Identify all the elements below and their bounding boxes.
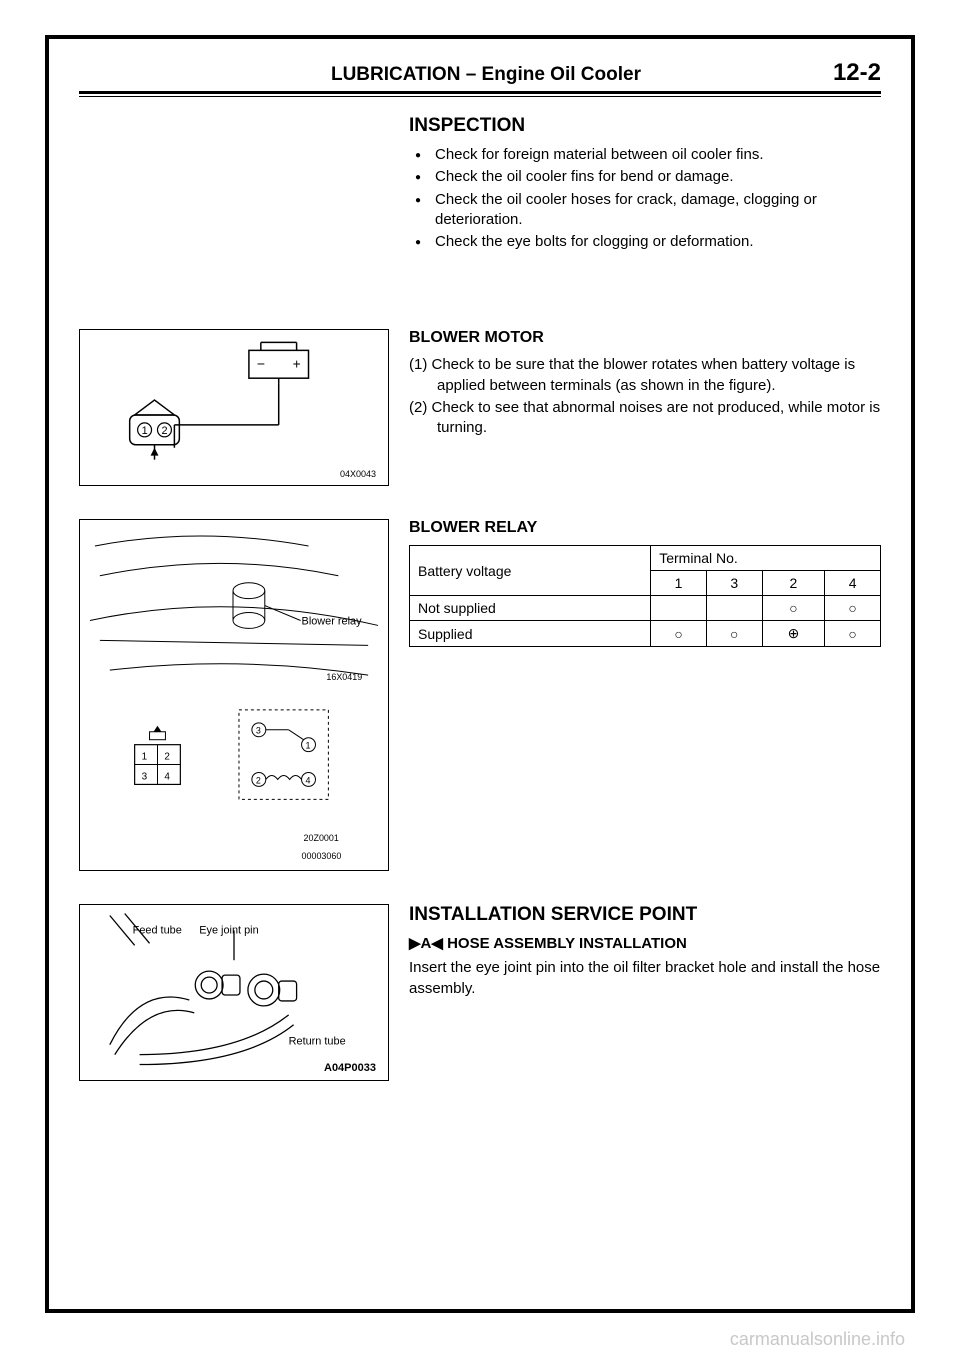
blower-motor-item: (1) Check to be sure that the blower rot… — [409, 355, 881, 396]
header-underline — [79, 96, 881, 97]
svg-text:1: 1 — [142, 425, 148, 437]
table-cell: 4 — [825, 571, 881, 596]
inspection-bullet: Check the eye bolts for clogging or defo… — [409, 232, 881, 252]
feed-tube-label: Feed tube — [133, 925, 182, 937]
figure-id: A04P0033 — [324, 1062, 376, 1074]
page: LUBRICATION – Engine Oil Cooler 12-2 INS… — [0, 0, 960, 1358]
svg-text:−: − — [257, 356, 265, 372]
installation-svg: Feed tube Eye joint pin Return tube — [80, 905, 388, 1080]
blower-relay-section: Blower relay 16X0419 1 2 3 4 — [79, 519, 881, 889]
installation-section: Feed tube Eye joint pin Return tube A04P… — [79, 904, 881, 1099]
installation-subheading: ▶A◀ HOSE ASSEMBLY INSTALLATION — [409, 934, 881, 952]
eye-joint-label: Eye joint pin — [199, 925, 258, 937]
figure-id: 16X0419 — [326, 672, 362, 682]
page-border: LUBRICATION – Engine Oil Cooler 12-2 INS… — [45, 35, 915, 1313]
header-row: LUBRICATION – Engine Oil Cooler 12-2 — [79, 59, 881, 94]
blower-motor-item: (2) Check to see that abnormal noises ar… — [409, 398, 881, 439]
inspection-heading: INSPECTION — [409, 115, 881, 137]
inspection-bullets: Check for foreign material between oil c… — [409, 145, 881, 252]
svg-text:2: 2 — [256, 776, 261, 786]
installation-text: Insert the eye joint pin into the oil fi… — [409, 958, 881, 999]
table-header: Terminal No. — [651, 546, 881, 571]
blower-relay-heading: BLOWER RELAY — [409, 519, 881, 537]
inspection-bullet: Check for foreign material between oil c… — [409, 145, 881, 165]
watermark: carmanualsonline.info — [730, 1329, 905, 1350]
relay-label: Blower relay — [302, 616, 363, 628]
table-cell: ○ — [706, 621, 762, 647]
svg-text:4: 4 — [164, 772, 170, 783]
installation-figure: Feed tube Eye joint pin Return tube A04P… — [79, 904, 389, 1081]
svg-text:2: 2 — [161, 425, 167, 437]
table-cell: ○ — [651, 621, 707, 647]
table-cell: Supplied — [410, 621, 651, 647]
table-cell: ⊕ — [762, 621, 825, 647]
blower-relay-table: Battery voltage Terminal No. 1 3 2 4 Not… — [409, 545, 881, 647]
header-title: LUBRICATION – Engine Oil Cooler — [139, 64, 833, 86]
installation-heading: INSTALLATION SERVICE POINT — [409, 904, 881, 926]
blower-motor-section: − + 1 2 — [79, 329, 881, 504]
blower-motor-figure: − + 1 2 — [79, 329, 389, 486]
svg-text:1: 1 — [142, 752, 148, 763]
svg-text:1: 1 — [306, 741, 311, 751]
table-cell: ○ — [825, 621, 881, 647]
table-cell: ○ — [762, 596, 825, 621]
svg-text:+: + — [293, 356, 301, 372]
blower-motor-heading: BLOWER MOTOR — [409, 329, 881, 347]
table-cell: 1 — [651, 571, 707, 596]
table-cell — [651, 596, 707, 621]
svg-text:2: 2 — [164, 752, 170, 763]
blower-motor-svg: − + 1 2 — [80, 330, 388, 485]
return-tube-label: Return tube — [289, 1036, 346, 1048]
page-number: 12-2 — [833, 59, 881, 87]
table-cell — [706, 596, 762, 621]
table-cell: ○ — [825, 596, 881, 621]
figure-id: 04X0043 — [340, 469, 376, 479]
table-cell: Not supplied — [410, 596, 651, 621]
svg-text:3: 3 — [142, 772, 148, 783]
table-cell: 2 — [762, 571, 825, 596]
blower-relay-figure: Blower relay 16X0419 1 2 3 4 — [79, 519, 389, 871]
figure-id: 00003060 — [302, 851, 342, 861]
blower-relay-svg: Blower relay 16X0419 1 2 3 4 — [80, 520, 388, 870]
figure-id: 20Z0001 — [304, 833, 339, 843]
svg-text:3: 3 — [256, 726, 261, 736]
table-cell: 3 — [706, 571, 762, 596]
inspection-bullet: Check the oil cooler hoses for crack, da… — [409, 190, 881, 231]
inspection-bullet: Check the oil cooler fins for bend or da… — [409, 167, 881, 187]
table-header: Battery voltage — [410, 546, 651, 596]
svg-text:4: 4 — [306, 776, 311, 786]
inspection-section: INSPECTION Check for foreign material be… — [79, 115, 881, 254]
